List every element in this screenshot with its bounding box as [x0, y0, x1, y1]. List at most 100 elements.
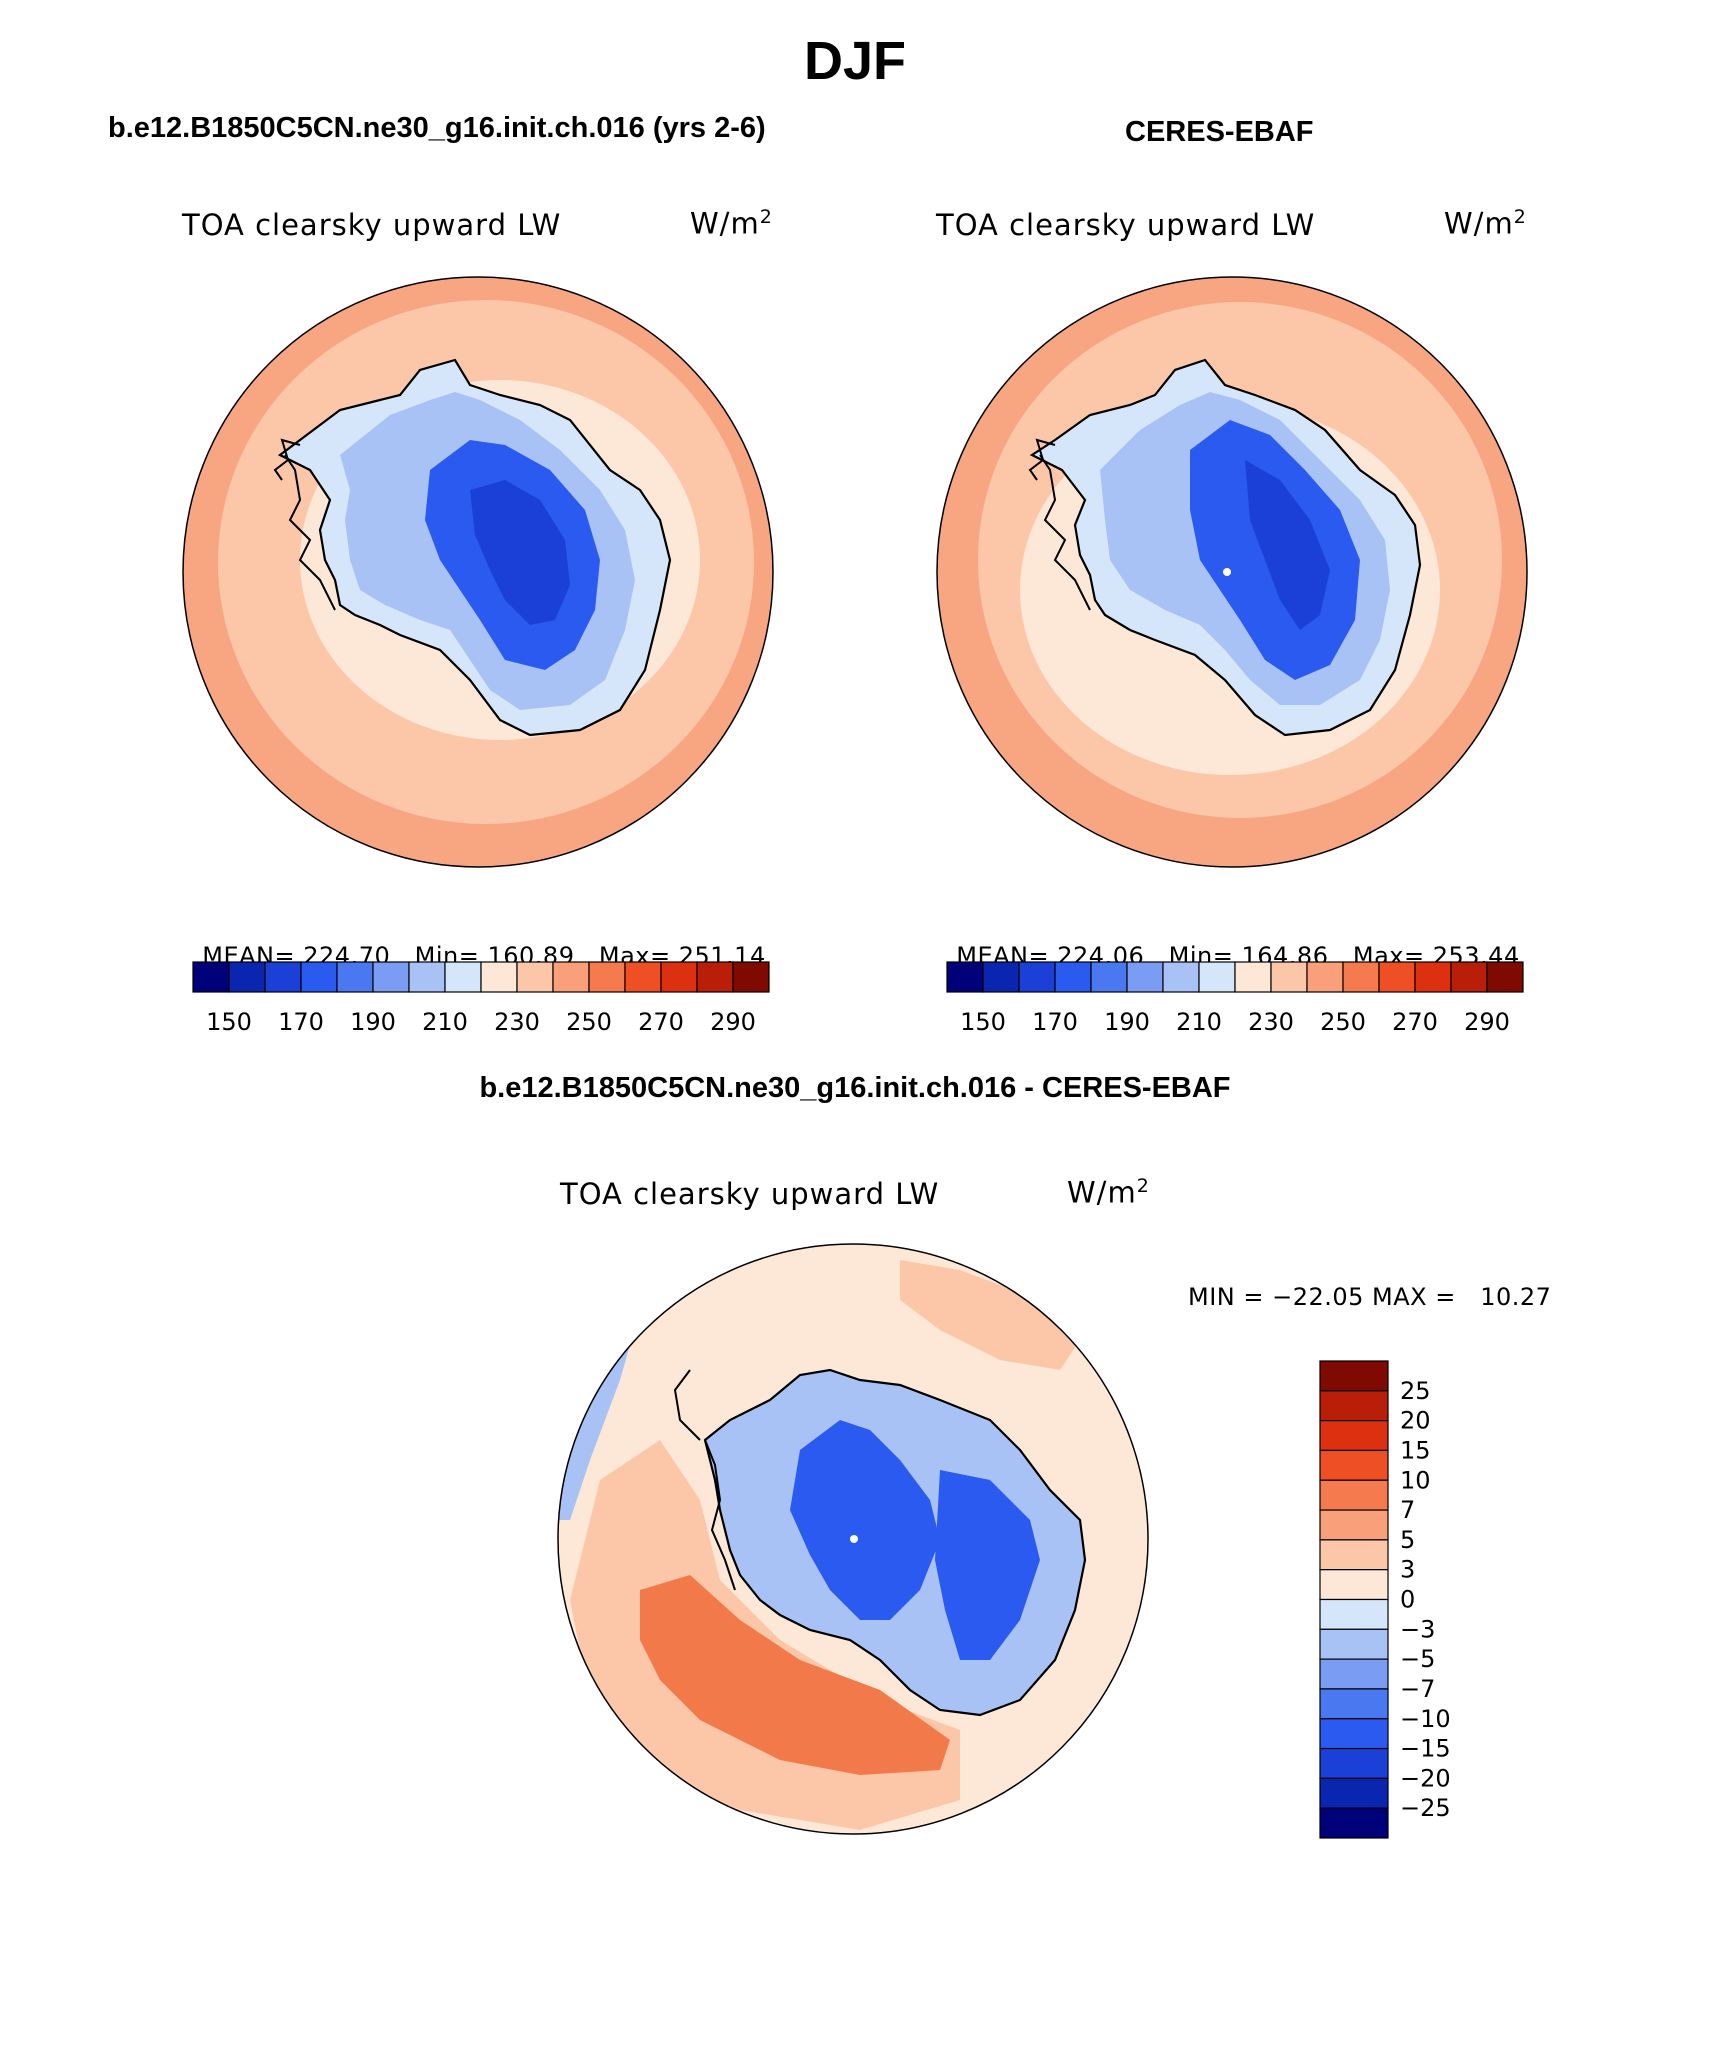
obs-peninsula-coast [1039, 454, 1091, 611]
difference-panel-title: b.e12.B1850C5CN.ne30_g16.init.ch.016 - C… [479, 1072, 1231, 1104]
model-colorbar-label: 250 [566, 1008, 612, 1036]
diff-colorbar-box [1319, 1777, 1389, 1809]
diff-neg-strong-core [790, 1420, 940, 1620]
obs-colorbar-label: 270 [1392, 1008, 1438, 1036]
diff-neg-strong-east [935, 1470, 1040, 1660]
obs-colorbar-box [1414, 961, 1452, 993]
diff-colorbar-label: 5 [1400, 1526, 1415, 1554]
diff-colorbar-box [1319, 1509, 1389, 1541]
diff-peninsula-tip [673, 1369, 701, 1441]
diff-colorbar-label: 25 [1400, 1377, 1431, 1405]
obs-colorbar: 150 170 190 210 230 250 270 290 [946, 961, 1524, 1036]
model-peninsula-coast [284, 454, 336, 611]
diff-map-border [557, 1243, 1149, 1835]
model-colorbar-box [336, 961, 374, 993]
diff-colorbar-label: 10 [1400, 1466, 1431, 1494]
diff-field-label: TOA clearsky upward LW [560, 1177, 940, 1211]
model-field-label: TOA clearsky upward LW [182, 208, 562, 242]
model-colorbar-box [624, 961, 662, 993]
model-colorbar-box [516, 961, 554, 993]
model-colorbar-label: 290 [710, 1008, 756, 1036]
diff-colorbar-box [1319, 1479, 1389, 1511]
diff-colorbar-label: −7 [1400, 1675, 1435, 1703]
obs-colorbar-box [946, 961, 984, 993]
diff-colorbar-label: −3 [1400, 1615, 1435, 1643]
model-coastline [277, 358, 672, 737]
model-colorbar-box [228, 961, 266, 993]
diff-colorbar-box [1319, 1360, 1389, 1392]
obs-units: W/m2 [1444, 206, 1527, 241]
diff-pole-marker [850, 1535, 858, 1543]
obs-colorbar-box [1486, 961, 1524, 993]
model-colorbar-box [444, 961, 482, 993]
diff-colorbar-box [1319, 1658, 1389, 1690]
obs-colorbar-label: 250 [1320, 1008, 1366, 1036]
obs-colorbar-label: 170 [1032, 1008, 1078, 1036]
obs-panel-title: CERES-EBAF [1125, 116, 1314, 148]
obs-ice-deepest [1245, 460, 1330, 630]
diff-colorbar-label: 20 [1400, 1407, 1431, 1435]
model-colorbar-box [480, 961, 518, 993]
diff-colorbar-label: 3 [1400, 1556, 1415, 1584]
obs-coastline [1029, 358, 1422, 737]
model-colorbar-box [660, 961, 698, 993]
obs-colorbar-label: 210 [1176, 1008, 1222, 1036]
diff-colorbar-box [1319, 1747, 1389, 1779]
diff-colorbar-box [1319, 1688, 1389, 1720]
diff-units: W/m2 [1067, 1175, 1150, 1210]
model-map-border [182, 276, 774, 868]
diff-pos-north [900, 1260, 1080, 1370]
obs-colorbar-label: 150 [960, 1008, 1006, 1036]
obs-colorbar-box [1306, 961, 1344, 993]
model-units: W/m2 [690, 206, 773, 241]
obs-colorbar-box [1378, 961, 1416, 993]
model-colorbar-box [408, 961, 446, 993]
diff-colorbar-box [1319, 1628, 1389, 1660]
obs-colorbar-label: 290 [1464, 1008, 1510, 1036]
obs-colorbar-box [1090, 961, 1128, 993]
obs-pole-marker [1223, 568, 1231, 576]
obs-field-label: TOA clearsky upward LW [936, 208, 1316, 242]
model-ice-deepest [470, 480, 570, 625]
obs-colorbar-label: 230 [1248, 1008, 1294, 1036]
obs-colorbar-box [1270, 961, 1308, 993]
diff-colorbar-box [1319, 1420, 1389, 1452]
obs-colorbar-box [1234, 961, 1272, 993]
diff-pos-strong-band [640, 1575, 950, 1775]
obs-colorbar-box [1450, 961, 1488, 993]
diff-coastline [703, 1368, 1087, 1717]
obs-colorbar-label: 190 [1104, 1008, 1150, 1036]
model-map [182, 276, 774, 868]
main-title: DJF [803, 31, 906, 91]
model-colorbar-box [264, 961, 302, 993]
model-colorbar-label: 210 [422, 1008, 468, 1036]
diff-colorbar-label: 7 [1400, 1496, 1415, 1524]
diff-colorbar-box [1319, 1807, 1389, 1839]
obs-map-border [936, 276, 1528, 868]
diff-colorbar-box [1319, 1449, 1389, 1481]
obs-map [936, 276, 1528, 868]
model-colorbar-label: 230 [494, 1008, 540, 1036]
diff-peninsula-coast [704, 1439, 736, 1591]
model-colorbar-box [732, 961, 770, 993]
diff-colorbar-box [1319, 1598, 1389, 1630]
obs-colorbar-box [1126, 961, 1164, 993]
model-colorbar-label: 170 [278, 1008, 324, 1036]
obs-peninsula-tip [1028, 438, 1056, 481]
model-colorbar-box [192, 961, 230, 993]
diff-colorbar-box [1319, 1569, 1389, 1601]
diff-colorbar-label: −10 [1400, 1705, 1451, 1733]
diff-colorbar-box [1319, 1390, 1389, 1422]
diff-colorbar-label: 15 [1400, 1436, 1431, 1464]
model-peninsula-tip [273, 438, 301, 481]
obs-colorbar-box [1342, 961, 1380, 993]
diff-colorbar-label: −15 [1400, 1735, 1451, 1763]
diff-map [557, 1243, 1149, 1835]
diff-colorbar-label: −20 [1400, 1764, 1451, 1792]
model-colorbar-box [300, 961, 338, 993]
diff-minmax: MIN = −22.05 MAX = 10.27 [1188, 1283, 1552, 1311]
model-panel-title: b.e12.B1850C5CN.ne30_g16.init.ch.016 (yr… [108, 112, 766, 144]
diff-colorbar-label: −25 [1400, 1794, 1451, 1822]
